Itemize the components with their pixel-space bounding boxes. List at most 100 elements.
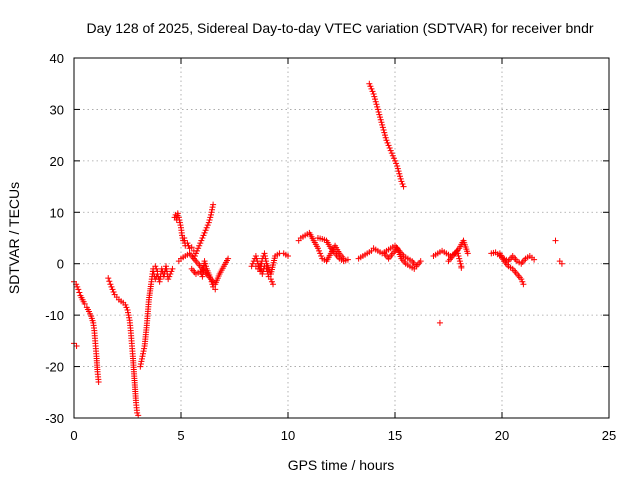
data-point	[176, 217, 183, 223]
data-point	[259, 271, 266, 277]
data-point	[209, 204, 216, 211]
data-point	[137, 361, 144, 367]
y-tick-label: 10	[50, 205, 64, 220]
data-point	[263, 258, 270, 265]
series-seg8	[190, 201, 217, 262]
data-point	[367, 83, 374, 90]
data-point	[384, 139, 391, 146]
series-seg11	[252, 260, 277, 288]
x-tick-label: 5	[177, 428, 184, 443]
series-seg9	[188, 258, 219, 293]
data-point	[73, 343, 80, 349]
data-point	[262, 255, 269, 262]
data-point	[388, 150, 395, 157]
y-tick-label: -30	[45, 411, 64, 426]
data-point	[372, 98, 379, 105]
data-point	[202, 227, 209, 234]
series-seg5	[150, 263, 176, 285]
data-point	[209, 281, 216, 288]
data-point	[531, 256, 538, 263]
y-tick-label: 30	[50, 102, 64, 117]
data-point	[368, 85, 375, 92]
data-point	[396, 173, 403, 180]
data-point	[139, 353, 146, 360]
data-point	[264, 268, 271, 275]
series-seg23	[552, 237, 559, 244]
data-point	[166, 273, 173, 280]
data-point	[285, 253, 291, 259]
data-point	[379, 121, 386, 128]
series-seg4	[137, 263, 161, 370]
data-point	[185, 242, 192, 249]
data-points	[71, 80, 565, 419]
data-point	[396, 170, 403, 177]
data-point	[126, 314, 133, 321]
data-point	[109, 286, 116, 293]
data-point	[252, 253, 259, 259]
data-point	[436, 319, 443, 326]
data-point	[123, 304, 130, 311]
data-point	[456, 255, 463, 262]
data-point	[201, 258, 208, 265]
data-point	[134, 409, 141, 416]
data-point	[192, 250, 199, 257]
data-point	[390, 155, 397, 162]
y-tick-label: 20	[50, 154, 64, 169]
data-point	[411, 265, 418, 272]
data-point	[253, 255, 260, 262]
data-point	[417, 258, 424, 265]
x-tick-label: 10	[281, 428, 295, 443]
data-point	[204, 222, 211, 229]
data-point	[397, 175, 404, 182]
data-point	[455, 253, 462, 259]
data-point	[207, 211, 214, 218]
data-point	[393, 160, 400, 167]
data-point	[167, 271, 174, 277]
series-seg10	[248, 250, 291, 277]
y-tick-label: -10	[45, 308, 64, 323]
data-point	[199, 235, 206, 241]
data-point	[152, 263, 159, 270]
data-point	[456, 258, 463, 265]
data-point	[203, 224, 210, 231]
data-point	[168, 268, 175, 275]
data-point	[377, 114, 384, 121]
y-tick-label: -20	[45, 360, 64, 375]
data-point	[261, 250, 268, 257]
data-point	[125, 309, 132, 316]
data-point	[202, 260, 209, 267]
series-seg13	[314, 235, 351, 265]
data-point	[212, 286, 219, 293]
y-axis-label: SDTVAR / TECUs	[6, 182, 22, 294]
data-point	[153, 265, 160, 272]
data-point	[371, 93, 378, 100]
data-point	[383, 137, 390, 144]
data-point	[169, 265, 176, 272]
data-point	[138, 358, 145, 365]
data-point	[197, 240, 204, 247]
data-point	[207, 214, 214, 221]
data-point	[518, 276, 525, 283]
data-point	[382, 132, 389, 139]
data-point	[366, 80, 373, 87]
data-point	[198, 237, 205, 244]
data-point	[106, 278, 113, 285]
data-point	[519, 278, 526, 285]
y-tick-label: 40	[50, 51, 64, 66]
data-point	[124, 307, 131, 313]
x-tick-label: 0	[70, 428, 77, 443]
series-seg14	[366, 80, 407, 190]
data-point	[270, 281, 277, 288]
data-point	[265, 271, 272, 277]
data-point	[177, 222, 184, 229]
series-seg6	[171, 210, 197, 254]
x-tick-label: 25	[602, 428, 616, 443]
data-point	[398, 178, 405, 185]
data-point	[105, 275, 112, 282]
data-point	[377, 116, 384, 123]
x-axis-label: GPS time / hours	[288, 457, 395, 473]
data-point	[375, 109, 382, 115]
series-seg19	[436, 319, 443, 326]
